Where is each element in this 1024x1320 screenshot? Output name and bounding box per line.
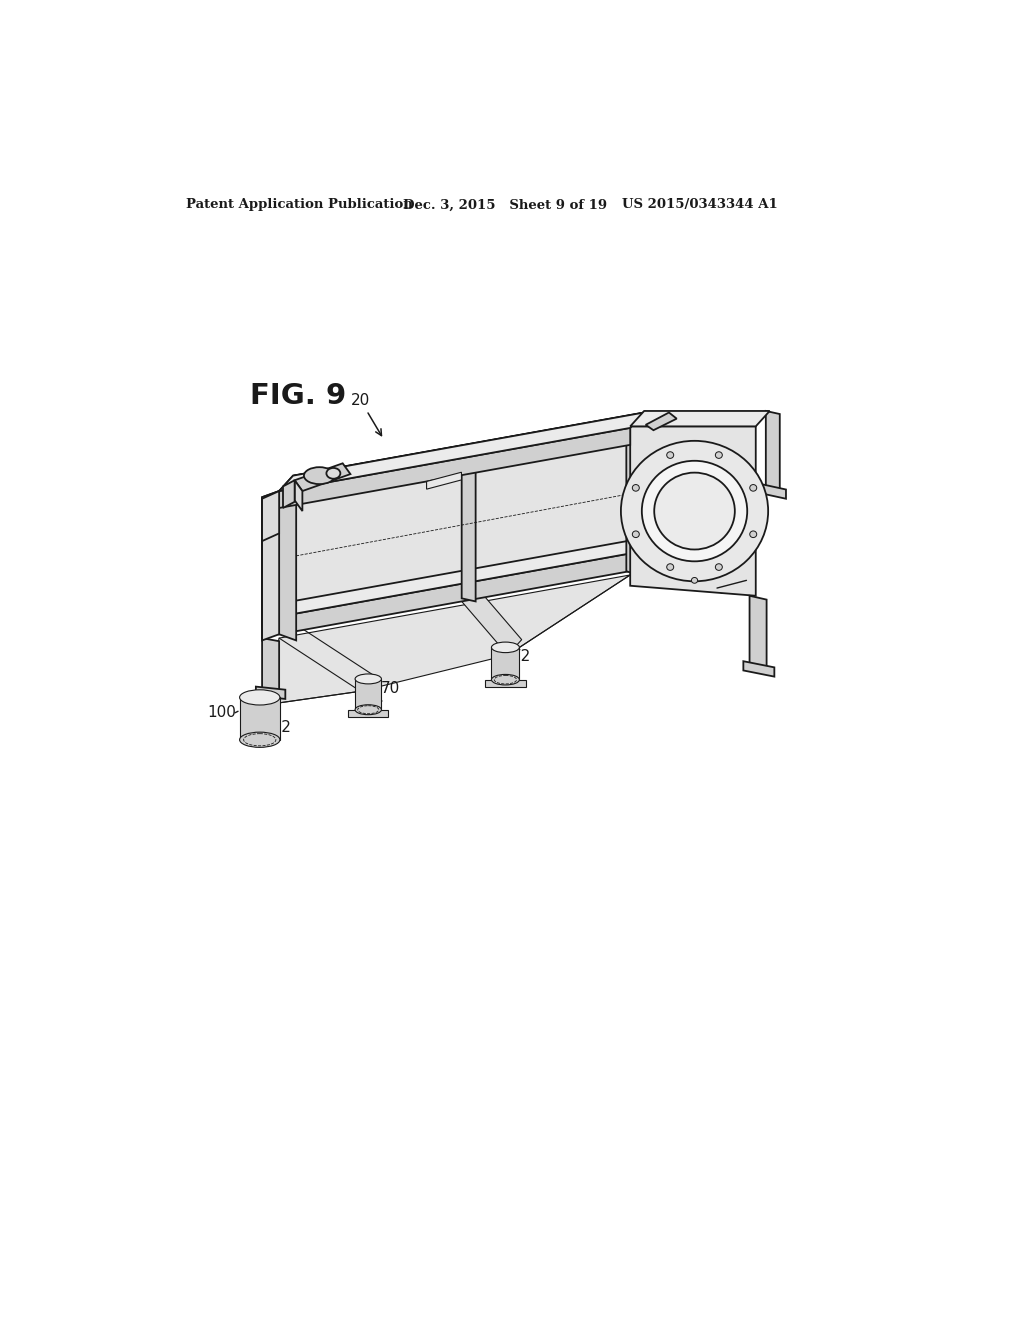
Polygon shape	[492, 647, 519, 680]
Polygon shape	[280, 412, 644, 491]
Text: 20: 20	[351, 393, 382, 436]
Polygon shape	[280, 553, 630, 635]
Text: 100: 100	[207, 705, 236, 721]
Polygon shape	[750, 595, 767, 669]
Ellipse shape	[633, 484, 639, 491]
Text: 90: 90	[719, 582, 738, 597]
Ellipse shape	[240, 733, 280, 747]
Polygon shape	[427, 473, 462, 490]
Polygon shape	[646, 412, 677, 430]
Polygon shape	[262, 491, 280, 541]
Ellipse shape	[492, 642, 519, 652]
Text: Dec. 3, 2015   Sheet 9 of 19: Dec. 3, 2015 Sheet 9 of 19	[403, 198, 607, 211]
Polygon shape	[280, 428, 630, 620]
Text: US 2015/0343344 A1: US 2015/0343344 A1	[623, 198, 778, 211]
Polygon shape	[743, 661, 774, 677]
Ellipse shape	[304, 467, 335, 484]
Polygon shape	[355, 678, 381, 710]
Polygon shape	[262, 491, 280, 640]
Polygon shape	[280, 428, 630, 508]
Ellipse shape	[492, 675, 519, 685]
Polygon shape	[262, 491, 280, 627]
Polygon shape	[630, 411, 770, 426]
Ellipse shape	[667, 564, 674, 570]
Polygon shape	[280, 491, 296, 640]
Polygon shape	[627, 428, 643, 577]
Polygon shape	[280, 539, 644, 616]
Polygon shape	[348, 710, 388, 718]
Ellipse shape	[355, 705, 381, 714]
Polygon shape	[280, 412, 644, 491]
Ellipse shape	[691, 577, 697, 583]
Polygon shape	[484, 680, 526, 688]
Ellipse shape	[667, 451, 674, 458]
Ellipse shape	[327, 469, 340, 479]
Polygon shape	[462, 586, 521, 655]
Ellipse shape	[750, 531, 757, 537]
Polygon shape	[766, 411, 779, 492]
Polygon shape	[462, 458, 475, 602]
Polygon shape	[256, 686, 286, 700]
Ellipse shape	[240, 690, 280, 705]
Polygon shape	[761, 484, 786, 499]
Ellipse shape	[621, 441, 768, 581]
Ellipse shape	[716, 451, 722, 458]
Text: 102: 102	[259, 719, 291, 742]
Ellipse shape	[750, 484, 757, 491]
Polygon shape	[240, 697, 280, 739]
Ellipse shape	[633, 531, 639, 537]
Polygon shape	[283, 480, 295, 508]
Ellipse shape	[654, 473, 735, 549]
Text: Patent Application Publication: Patent Application Publication	[186, 198, 413, 211]
Polygon shape	[262, 638, 280, 692]
Ellipse shape	[716, 564, 722, 570]
Text: FIG. 9: FIG. 9	[250, 381, 346, 409]
Text: 70: 70	[375, 681, 399, 711]
Ellipse shape	[355, 675, 381, 684]
Polygon shape	[630, 426, 756, 595]
Polygon shape	[263, 576, 630, 705]
Polygon shape	[295, 480, 302, 511]
Text: 72: 72	[510, 649, 530, 681]
Ellipse shape	[642, 461, 748, 561]
Polygon shape	[295, 463, 350, 491]
